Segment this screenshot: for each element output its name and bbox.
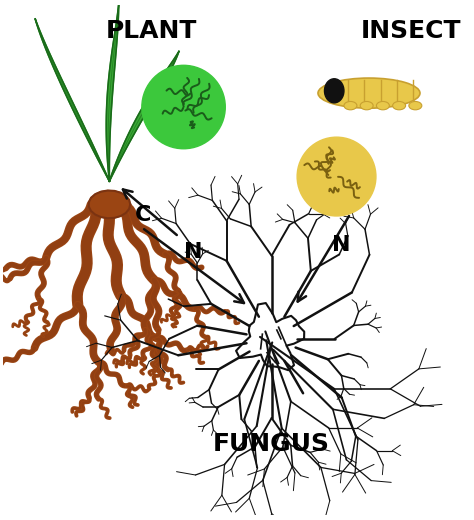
Text: N: N	[332, 235, 350, 255]
Polygon shape	[106, 5, 118, 181]
Ellipse shape	[392, 101, 406, 110]
Ellipse shape	[360, 101, 373, 110]
Text: PLANT: PLANT	[105, 19, 197, 43]
Circle shape	[142, 66, 225, 149]
Ellipse shape	[344, 101, 357, 110]
Text: N: N	[183, 242, 202, 262]
Ellipse shape	[318, 78, 420, 108]
Text: C: C	[135, 204, 151, 225]
Text: FUNGUS: FUNGUS	[213, 432, 330, 456]
Ellipse shape	[376, 101, 389, 110]
Text: INSECT: INSECT	[360, 19, 461, 43]
Polygon shape	[236, 303, 304, 370]
Polygon shape	[35, 19, 109, 181]
Polygon shape	[89, 190, 130, 218]
Polygon shape	[109, 51, 179, 181]
Circle shape	[297, 137, 376, 216]
Ellipse shape	[409, 101, 422, 110]
Ellipse shape	[325, 79, 344, 103]
